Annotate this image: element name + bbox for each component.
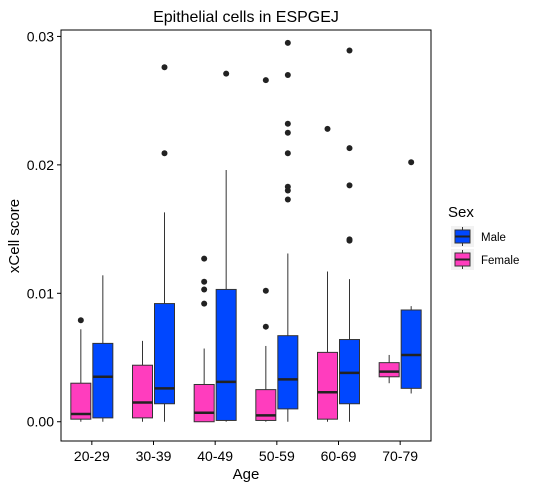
outlier-point [408, 159, 415, 166]
outlier-point [284, 183, 291, 190]
y-tick-label: 0.02 [27, 157, 54, 173]
outlier-point [161, 150, 168, 157]
box-female-20-29 [70, 317, 92, 422]
outlier-point [284, 196, 291, 203]
x-tick-label: 40-49 [197, 448, 233, 464]
legend-title: Sex [448, 204, 474, 221]
y-axis-label: xCell score [6, 199, 23, 273]
outlier-point [262, 323, 269, 330]
x-tick-label: 50-59 [259, 448, 295, 464]
box-male-70-79 [400, 159, 422, 394]
box-female-50-59 [255, 77, 277, 422]
outlier-point [77, 317, 84, 324]
box-body [255, 389, 277, 421]
box-body [132, 364, 153, 419]
x-tick-label: 60-69 [321, 448, 357, 464]
outlier-point [161, 64, 168, 71]
outlier-point [346, 47, 353, 54]
box-body [70, 382, 92, 420]
box-female-60-69 [317, 125, 338, 422]
outlier-point [262, 77, 269, 84]
box-body [154, 303, 175, 405]
outlier-point [284, 71, 291, 78]
legend: Sex Male Female [448, 204, 519, 270]
outlier-point [201, 300, 208, 307]
box-body [317, 351, 338, 420]
box-male-40-49 [215, 70, 237, 422]
box-female-70-79 [378, 354, 400, 384]
outlier-point [346, 145, 353, 152]
legend-item-male: Male [451, 226, 506, 247]
outlier-point [324, 125, 331, 132]
outlier-point [284, 129, 291, 136]
box-male-50-59 [277, 39, 299, 422]
x-axis-label: Age [233, 466, 260, 483]
chart-title: Epithelial cells in ESPGEJ [153, 9, 339, 26]
x-tick-label: 70-79 [382, 448, 418, 464]
legend-label-female: Female [481, 255, 519, 267]
box-body [215, 288, 237, 421]
outlier-point [262, 287, 269, 294]
plot-panel [60, 29, 432, 442]
outlier-point [201, 278, 208, 285]
box-male-60-69 [339, 47, 360, 422]
outlier-point [223, 70, 230, 77]
outlier-point [346, 182, 353, 189]
box-body [193, 383, 215, 423]
x-tick-label: 20-29 [74, 448, 110, 464]
outlier-point [284, 39, 291, 46]
box-body [400, 309, 422, 389]
x-tick-label: 30-39 [136, 448, 172, 464]
box-body [92, 342, 114, 419]
y-tick-label: 0.00 [27, 414, 54, 430]
outlier-point [284, 150, 291, 157]
outlier-point [201, 255, 208, 262]
box-female-40-49 [193, 255, 215, 423]
box-body [339, 339, 360, 405]
y-tick-label: 0.01 [27, 285, 54, 301]
box-body [277, 335, 299, 410]
box-male-20-29 [92, 275, 114, 422]
legend-item-female: Female [451, 249, 519, 270]
box-female-30-39 [132, 340, 153, 422]
legend-label-male: Male [481, 232, 506, 244]
y-tick-label: 0.03 [27, 28, 54, 44]
outlier-point [201, 286, 208, 293]
outlier-point [284, 120, 291, 127]
outlier-point [346, 236, 353, 243]
box-male-30-39 [154, 64, 175, 422]
box-body [378, 362, 400, 378]
